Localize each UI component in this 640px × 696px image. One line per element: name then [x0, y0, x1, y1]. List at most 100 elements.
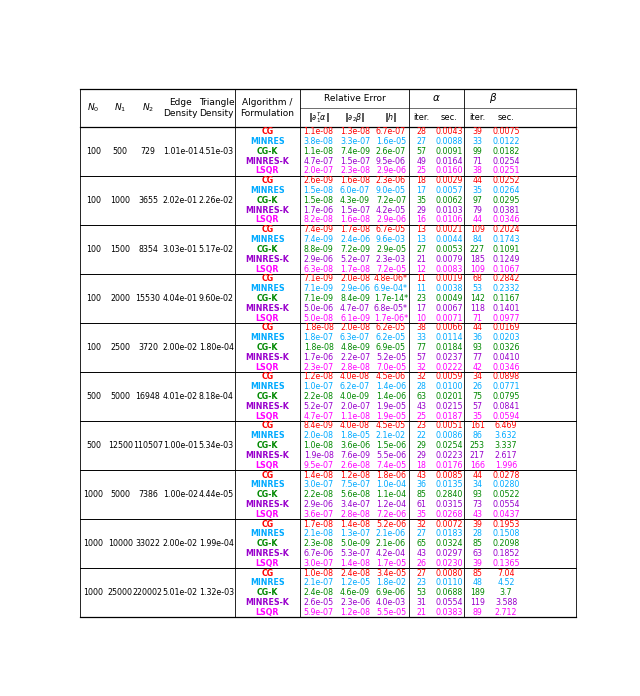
Text: 1.9e-08: 1.9e-08	[303, 451, 333, 460]
Text: 0.0237: 0.0237	[435, 353, 463, 362]
Text: CG-K: CG-K	[257, 441, 278, 450]
Text: 0.2024: 0.2024	[492, 226, 520, 235]
Text: 3.4e-07: 3.4e-07	[340, 500, 370, 509]
Text: 217: 217	[470, 451, 484, 460]
Text: 2.02e-01: 2.02e-01	[163, 196, 198, 205]
Text: CG-K: CG-K	[257, 392, 278, 401]
Text: 34: 34	[472, 480, 483, 489]
Text: 0.0251: 0.0251	[492, 166, 520, 175]
Text: 27: 27	[417, 245, 426, 254]
Text: 0.0771: 0.0771	[492, 382, 520, 391]
Text: 7.5e-07: 7.5e-07	[340, 480, 370, 489]
Text: 1.1e-04: 1.1e-04	[376, 490, 406, 499]
Text: 0.0346: 0.0346	[492, 216, 520, 225]
Text: 2.2e-08: 2.2e-08	[303, 490, 333, 499]
Text: 28: 28	[472, 530, 482, 539]
Text: 1.6e-05: 1.6e-05	[376, 137, 406, 146]
Text: 5.5e-05: 5.5e-05	[376, 608, 406, 617]
Text: 0.0085: 0.0085	[435, 470, 463, 480]
Text: 89: 89	[472, 608, 482, 617]
Text: 3720: 3720	[138, 343, 158, 352]
Text: 65: 65	[417, 539, 426, 548]
Text: 1.5e-08: 1.5e-08	[303, 196, 333, 205]
Text: 3.03e-01: 3.03e-01	[163, 245, 198, 254]
Text: 3.4e-05: 3.4e-05	[376, 569, 406, 578]
Text: CG-K: CG-K	[257, 343, 278, 352]
Text: 729: 729	[141, 147, 156, 156]
Text: 0.0383: 0.0383	[435, 608, 463, 617]
Text: 2.0e-08: 2.0e-08	[340, 274, 370, 283]
Text: 6.9e-06: 6.9e-06	[376, 588, 406, 597]
Text: 9.60e-02: 9.60e-02	[199, 294, 234, 303]
Text: CG: CG	[261, 176, 274, 185]
Text: 8.2e-08: 8.2e-08	[303, 216, 333, 225]
Text: CG-K: CG-K	[257, 294, 278, 303]
Text: CG-K: CG-K	[257, 588, 278, 597]
Text: 85: 85	[472, 539, 482, 548]
Text: 29: 29	[417, 451, 426, 460]
Text: 25: 25	[417, 411, 426, 420]
Text: 1.01e-01: 1.01e-01	[163, 147, 198, 156]
Text: 0.0594: 0.0594	[492, 411, 520, 420]
Text: CG-K: CG-K	[257, 245, 278, 254]
Text: 4.3e-09: 4.3e-09	[340, 196, 370, 205]
Text: 0.0021: 0.0021	[435, 226, 463, 235]
Text: 6.8e-05*: 6.8e-05*	[374, 303, 408, 313]
Text: 1.2e-08: 1.2e-08	[303, 372, 333, 381]
Text: $N_1$: $N_1$	[114, 102, 126, 114]
Text: MINRES: MINRES	[250, 284, 285, 293]
Text: 5.0e-08: 5.0e-08	[303, 314, 333, 322]
Text: MINRES: MINRES	[250, 235, 285, 244]
Text: 0.0184: 0.0184	[435, 343, 463, 352]
Text: 53: 53	[417, 588, 426, 597]
Text: 2500: 2500	[110, 343, 130, 352]
Text: 36: 36	[472, 333, 483, 342]
Text: 0.0160: 0.0160	[435, 166, 463, 175]
Text: 0.0075: 0.0075	[492, 127, 520, 136]
Text: 1000: 1000	[83, 588, 104, 597]
Text: 0.0169: 0.0169	[492, 324, 520, 333]
Text: 1.5e-07: 1.5e-07	[340, 205, 370, 214]
Text: 0.0067: 0.0067	[435, 303, 463, 313]
Text: 0.0554: 0.0554	[435, 598, 463, 607]
Text: 0.0057: 0.0057	[435, 186, 463, 195]
Text: 5000: 5000	[110, 490, 130, 499]
Text: 28: 28	[417, 127, 426, 136]
Text: 1.7e-08: 1.7e-08	[340, 264, 370, 274]
Text: 38: 38	[417, 324, 426, 333]
Text: MINRES-K: MINRES-K	[246, 598, 289, 607]
Text: 1.99e-04: 1.99e-04	[199, 539, 234, 548]
Text: 185: 185	[470, 255, 484, 264]
Text: 28: 28	[417, 382, 426, 391]
Text: 1.4e-06: 1.4e-06	[376, 392, 406, 401]
Text: 1.3e-08: 1.3e-08	[340, 127, 370, 136]
Text: 3.632: 3.632	[495, 432, 517, 441]
Text: 1.2e-05: 1.2e-05	[340, 578, 370, 587]
Text: 0.0083: 0.0083	[435, 264, 463, 274]
Text: 2.8e-08: 2.8e-08	[340, 363, 370, 372]
Text: 4.7e-07: 4.7e-07	[340, 303, 370, 313]
Text: LSQR: LSQR	[256, 216, 279, 225]
Text: 0.0135: 0.0135	[435, 480, 463, 489]
Text: 0.0103: 0.0103	[435, 205, 463, 214]
Text: CG: CG	[261, 422, 274, 431]
Text: 8.4e-09: 8.4e-09	[340, 294, 370, 303]
Text: CG: CG	[261, 520, 274, 528]
Text: 43: 43	[417, 402, 426, 411]
Text: 2.712: 2.712	[495, 608, 517, 617]
Text: 2.9e-06: 2.9e-06	[340, 284, 370, 293]
Text: 32: 32	[417, 520, 426, 528]
Text: 7.4e-05: 7.4e-05	[376, 461, 406, 470]
Text: 0.0264: 0.0264	[492, 186, 520, 195]
Text: 0.0554: 0.0554	[492, 500, 520, 509]
Text: 27: 27	[417, 569, 426, 578]
Text: 1.00e-01: 1.00e-01	[163, 441, 198, 450]
Text: 0.0079: 0.0079	[435, 255, 463, 264]
Text: 2.1e-06: 2.1e-06	[376, 539, 406, 548]
Text: 1.5e-06: 1.5e-06	[376, 441, 406, 450]
Text: 99: 99	[472, 147, 482, 156]
Text: 0.0841: 0.0841	[492, 402, 520, 411]
Text: 0.1067: 0.1067	[492, 264, 520, 274]
Text: 2.8e-08: 2.8e-08	[340, 509, 370, 519]
Text: 0.0324: 0.0324	[435, 539, 463, 548]
